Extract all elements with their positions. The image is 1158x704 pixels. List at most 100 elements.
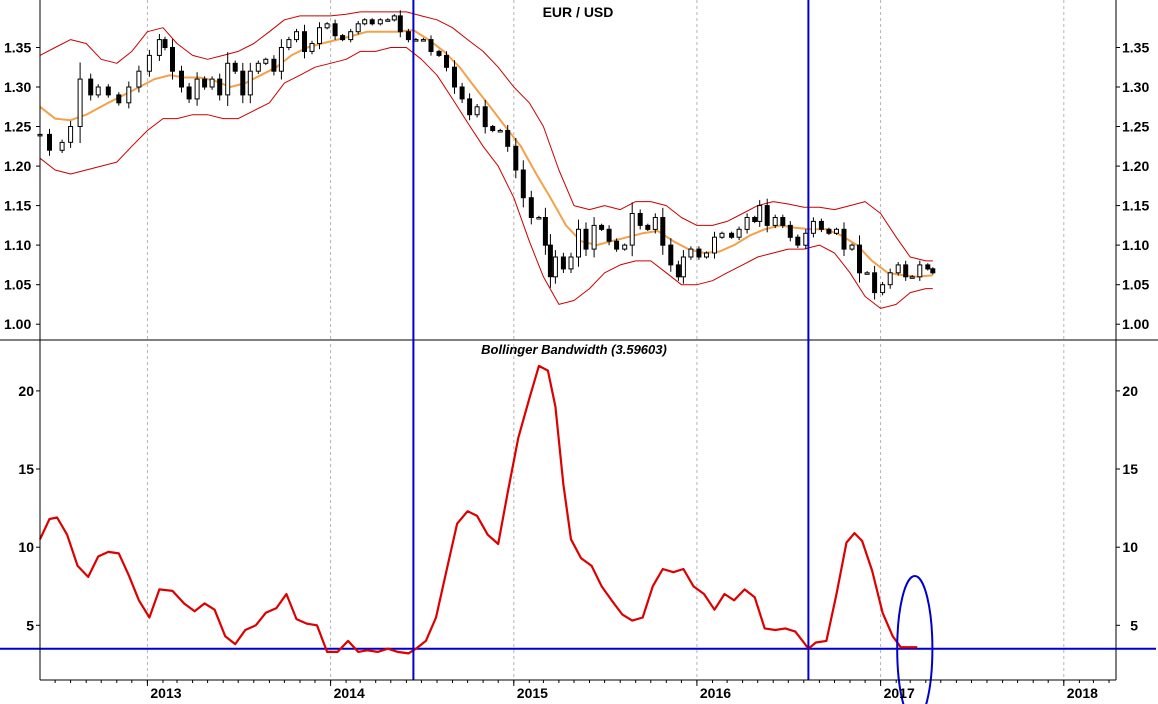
candle-109 bbox=[887, 272, 893, 286]
price-ytick-left-4: 1.20 bbox=[4, 158, 31, 174]
bandwidth-ytick-left-3: 20 bbox=[18, 383, 34, 399]
candle-10 bbox=[136, 70, 142, 88]
candle-67 bbox=[568, 256, 574, 270]
candle-68 bbox=[576, 228, 581, 258]
candle-94 bbox=[772, 217, 778, 226]
candle-35 bbox=[332, 23, 338, 37]
price-ytick-right-7: 1.35 bbox=[1122, 40, 1149, 56]
price-ytick-left-3: 1.15 bbox=[4, 198, 31, 214]
candle-5 bbox=[88, 78, 94, 96]
candle-29 bbox=[286, 39, 292, 48]
price-ytick-left-0: 1.00 bbox=[4, 316, 31, 332]
candle-95 bbox=[780, 217, 786, 226]
candle-113 bbox=[917, 264, 923, 278]
candle-7 bbox=[105, 86, 111, 96]
candle-93 bbox=[764, 205, 770, 226]
candle-86 bbox=[712, 236, 717, 254]
candle-72 bbox=[606, 228, 612, 242]
price-axis-right: 1.00 1.05 1.10 1.15 1.20 1.25 1.30 1.35 bbox=[1116, 40, 1149, 332]
candle-32 bbox=[309, 43, 315, 52]
candle-80 bbox=[668, 244, 674, 266]
candle-101 bbox=[826, 228, 832, 234]
candle-45 bbox=[405, 31, 411, 41]
candle-1 bbox=[47, 133, 52, 151]
candle-99 bbox=[810, 220, 816, 234]
candle-53 bbox=[467, 98, 473, 116]
candle-51 bbox=[452, 66, 457, 88]
candle-11 bbox=[146, 54, 152, 72]
candle-23 bbox=[240, 70, 246, 96]
candle-102 bbox=[834, 228, 839, 234]
x-tick-label-3: 2016 bbox=[700, 685, 731, 701]
candle-63 bbox=[542, 217, 548, 246]
bandwidth-ytick-right-3: 20 bbox=[1122, 383, 1138, 399]
candle-31 bbox=[302, 31, 307, 52]
candle-106 bbox=[864, 272, 870, 275]
price-ytick-right-4: 1.20 bbox=[1122, 158, 1149, 174]
bandwidth-axis-left: 5 10 15 20 bbox=[18, 383, 40, 633]
candle-58 bbox=[505, 130, 511, 147]
bandwidth-axis-right: 5 10 15 20 bbox=[1116, 383, 1138, 633]
squeeze-ellipse bbox=[896, 575, 934, 704]
candle-84 bbox=[696, 248, 702, 258]
candle-76 bbox=[637, 213, 643, 226]
candle-19 bbox=[209, 78, 215, 88]
candle-18 bbox=[202, 78, 208, 88]
x-tick-label-1: 2014 bbox=[334, 685, 365, 701]
candle-85 bbox=[704, 252, 709, 258]
price-ytick-right-0: 1.00 bbox=[1122, 316, 1149, 332]
candle-26 bbox=[263, 58, 269, 64]
squeeze-annotation-ellipse bbox=[896, 575, 934, 704]
price-candles bbox=[37, 10, 936, 300]
candle-64 bbox=[547, 244, 553, 278]
price-ytick-right-1: 1.05 bbox=[1122, 277, 1149, 293]
x-tick-label-0: 2013 bbox=[150, 685, 181, 701]
candle-39 bbox=[362, 19, 368, 25]
candle-114 bbox=[925, 264, 931, 270]
candle-9 bbox=[126, 86, 132, 104]
price-chart-title: EUR / USD bbox=[543, 4, 614, 20]
x-axis-ticks: 2013 2014 2015 2016 2017 2018 bbox=[54, 680, 1110, 701]
candle-74 bbox=[622, 244, 628, 250]
price-ytick-left-1: 1.05 bbox=[4, 277, 31, 293]
candle-103 bbox=[841, 228, 847, 250]
candle-78 bbox=[652, 217, 658, 230]
candle-13 bbox=[162, 39, 168, 48]
candle-65 bbox=[552, 256, 558, 278]
candle-20 bbox=[217, 78, 223, 96]
candle-77 bbox=[645, 224, 651, 230]
candle-83 bbox=[688, 248, 694, 258]
candle-54 bbox=[474, 106, 480, 116]
candle-61 bbox=[528, 197, 534, 218]
candle-44 bbox=[397, 15, 403, 33]
candle-34 bbox=[324, 23, 330, 29]
bandwidth-grid bbox=[146, 344, 1065, 680]
candle-21 bbox=[225, 62, 231, 96]
candle-2 bbox=[59, 141, 65, 151]
price-ytick-left-6: 1.30 bbox=[4, 79, 31, 95]
candle-36 bbox=[340, 35, 346, 41]
candle-96 bbox=[787, 224, 793, 238]
candle-40 bbox=[369, 19, 375, 25]
candle-108 bbox=[880, 284, 886, 294]
candle-38 bbox=[355, 23, 361, 33]
price-panel: 1.00 1.05 1.10 1.15 1.20 1.25 1.30 1.35 1.00 1.0… bbox=[4, 0, 1149, 340]
candle-3 bbox=[68, 126, 74, 143]
candle-104 bbox=[849, 244, 855, 250]
bandwidth-panel: 5 10 15 20 5 10 15 20 Bollinger Bandwidth (3.5… bbox=[0, 342, 1156, 704]
candle-75 bbox=[629, 213, 635, 246]
price-ytick-left-2: 1.10 bbox=[4, 237, 31, 253]
candle-42 bbox=[385, 19, 391, 22]
bandwidth-series-line bbox=[39, 364, 918, 655]
candle-69 bbox=[583, 228, 589, 250]
candle-52 bbox=[459, 86, 465, 100]
bandwidth-ytick-left-0: 5 bbox=[26, 617, 34, 633]
upper-bollinger-band bbox=[39, 11, 933, 262]
price-ytick-right-3: 1.15 bbox=[1122, 198, 1149, 214]
candle-27 bbox=[271, 58, 277, 72]
candle-24 bbox=[247, 70, 253, 96]
price-ytick-right-5: 1.25 bbox=[1122, 119, 1149, 135]
candle-33 bbox=[317, 27, 322, 45]
